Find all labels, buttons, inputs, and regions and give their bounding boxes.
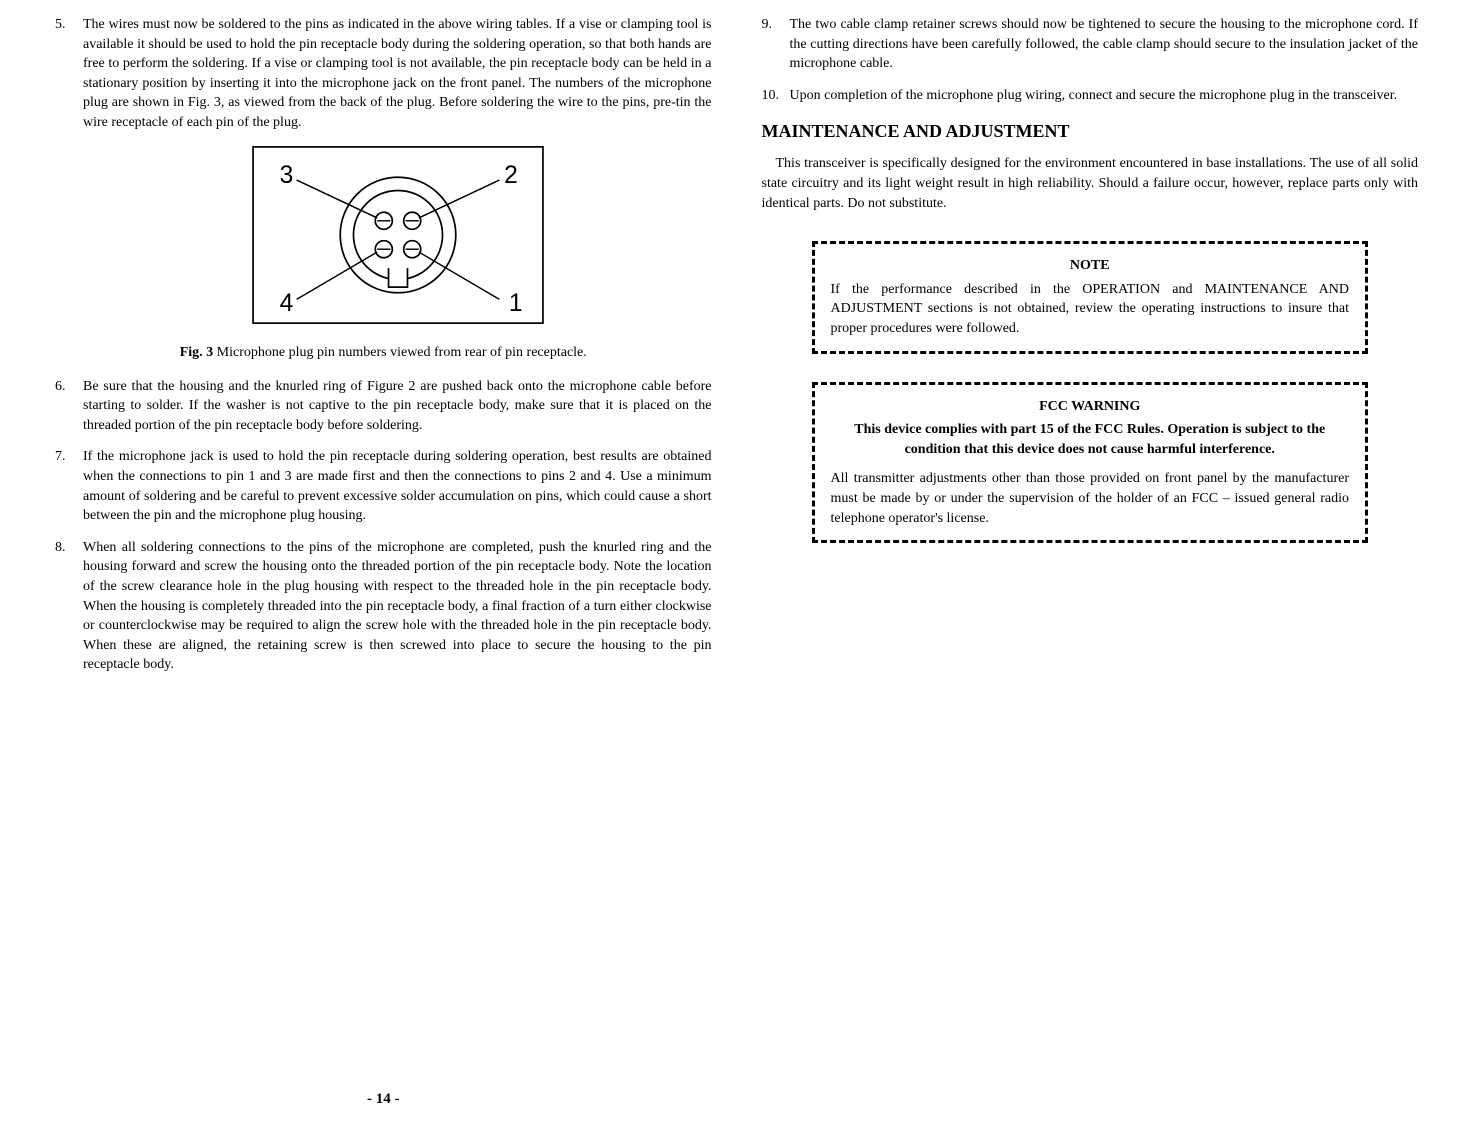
maintenance-paragraph: This transceiver is specifically designe… bbox=[762, 154, 1419, 213]
step-7: 7. If the microphone jack is used to hol… bbox=[55, 447, 712, 525]
figure-3: 3 2 4 1 bbox=[85, 145, 712, 330]
note-title: NOTE bbox=[831, 256, 1350, 276]
step-text: When all soldering connections to the pi… bbox=[83, 538, 712, 675]
step-number: 5. bbox=[55, 15, 83, 133]
right-column: 9. The two cable clamp retainer screws s… bbox=[737, 15, 1444, 1096]
note-body: If the performance described in the OPER… bbox=[831, 280, 1350, 339]
step-number: 7. bbox=[55, 447, 83, 525]
step-list-b: 6. Be sure that the housing and the knur… bbox=[55, 377, 712, 675]
pin-label-1: 1 bbox=[509, 289, 523, 316]
warning-subtitle: This device complies with part 15 of the… bbox=[831, 420, 1350, 459]
step-number: 6. bbox=[55, 377, 83, 436]
step-list-c: 9. The two cable clamp retainer screws s… bbox=[762, 15, 1419, 105]
pin-label-3: 3 bbox=[280, 161, 294, 188]
warning-body: All transmitter adjustments other than t… bbox=[831, 469, 1350, 528]
figure-3-caption: Fig. 3 Microphone plug pin numbers viewe… bbox=[55, 345, 712, 361]
left-column: 5. The wires must now be soldered to the… bbox=[30, 15, 737, 1096]
step-number: 9. bbox=[762, 15, 790, 74]
step-8: 8. When all soldering connections to the… bbox=[55, 538, 712, 675]
pin-label-4: 4 bbox=[280, 289, 294, 316]
step-text: The two cable clamp retainer screws shou… bbox=[790, 15, 1419, 74]
step-5: 5. The wires must now be soldered to the… bbox=[55, 15, 712, 133]
figure-caption-text: Microphone plug pin numbers viewed from … bbox=[213, 345, 587, 360]
pin-label-2: 2 bbox=[504, 161, 518, 188]
step-10: 10. Upon completion of the microphone pl… bbox=[762, 86, 1419, 106]
step-9: 9. The two cable clamp retainer screws s… bbox=[762, 15, 1419, 74]
section-heading-maintenance: MAINTENANCE AND ADJUSTMENT bbox=[762, 121, 1419, 142]
step-number: 10. bbox=[762, 86, 790, 106]
figure-label: Fig. 3 bbox=[180, 345, 213, 360]
step-text: Be sure that the housing and the knurled… bbox=[83, 377, 712, 436]
step-text: If the microphone jack is used to hold t… bbox=[83, 447, 712, 525]
note-box: NOTE If the performance described in the… bbox=[812, 241, 1369, 353]
step-text: The wires must now be soldered to the pi… bbox=[83, 15, 712, 133]
warning-title: FCC WARNING bbox=[831, 397, 1350, 417]
step-text: Upon completion of the microphone plug w… bbox=[790, 86, 1419, 106]
page-number: - 14 - bbox=[30, 1091, 737, 1108]
step-6: 6. Be sure that the housing and the knur… bbox=[55, 377, 712, 436]
fcc-warning-box: FCC WARNING This device complies with pa… bbox=[812, 382, 1369, 544]
step-number: 8. bbox=[55, 538, 83, 675]
plug-diagram-svg: 3 2 4 1 bbox=[243, 145, 553, 325]
step-list-a: 5. The wires must now be soldered to the… bbox=[55, 15, 712, 133]
